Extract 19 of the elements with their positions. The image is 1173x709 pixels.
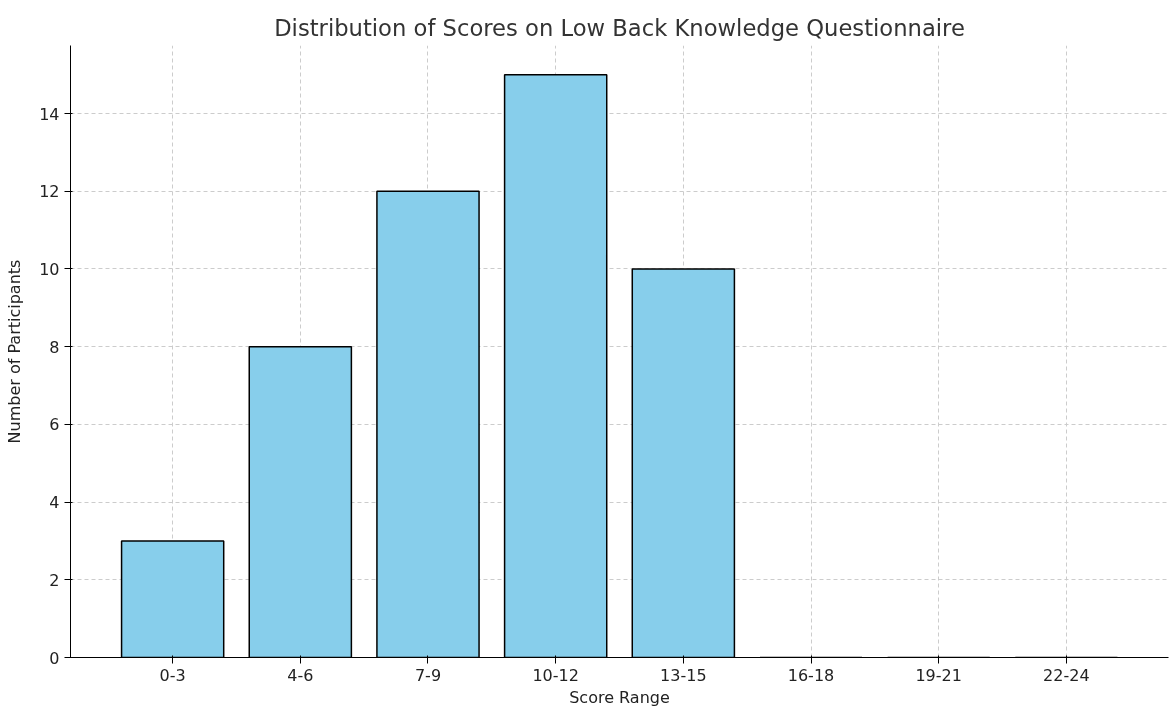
x-tick-label: 4-6 [287,665,314,685]
y-tick-label: 14 [39,104,60,124]
y-tick-label: 2 [49,570,60,590]
y-tick-label: 0 [49,648,60,668]
chart-title: Distribution of Scores on Low Back Knowledge Questionnaire [274,14,965,41]
x-tick-label: 10-12 [532,665,579,685]
x-tick-label: 16-18 [787,665,835,685]
x-tick-label: 19-21 [915,665,962,685]
y-axis-title: Number of Participants [5,259,25,444]
x-tick-label: 7-9 [414,665,442,685]
y-tick-label: 8 [49,337,60,357]
y-tick-label: 12 [39,182,60,202]
x-axis-title: Score Range [569,687,670,707]
y-tick-label: 6 [49,415,60,435]
y-tick-label: 4 [49,493,60,513]
x-tick-label: 13-15 [660,665,707,685]
y-tick-label: 10 [39,259,60,279]
x-tick-label: 22-24 [1043,665,1090,685]
x-tick-label: 0-3 [159,665,186,685]
